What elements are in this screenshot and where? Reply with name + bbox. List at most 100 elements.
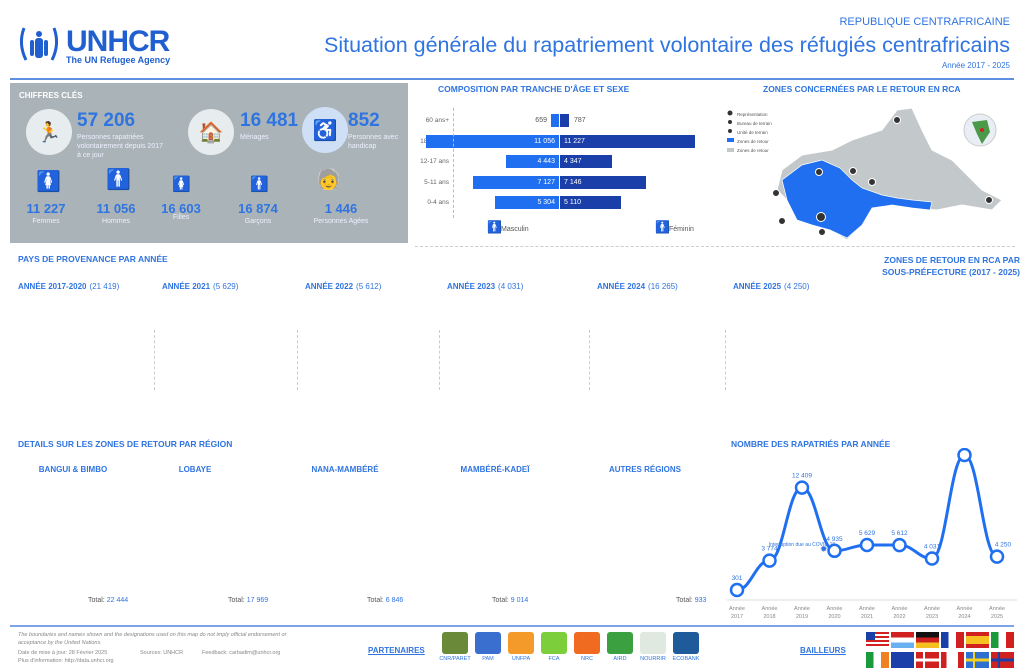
partner-logo-icon xyxy=(673,632,699,654)
unhcr-emblem-icon xyxy=(19,27,59,61)
region-title: MAMBÉRÉ-KADEÏ xyxy=(460,465,530,474)
year-total: (5 612) xyxy=(356,282,382,291)
year-total: (4 031) xyxy=(498,282,524,291)
elderly-label: Personnes Agées xyxy=(313,218,369,225)
region-total: Total: 17 969 xyxy=(228,597,268,604)
more-info[interactable]: Plus d'information: http://data.unhcr.or… xyxy=(18,658,114,664)
partner-logo-icon xyxy=(475,632,501,654)
header-divider xyxy=(10,78,1014,80)
data-label: 5 612 xyxy=(891,530,908,537)
map-legend xyxy=(727,110,734,152)
data-point xyxy=(859,537,875,553)
legend-representation: Représentation xyxy=(737,112,768,117)
wheelchair-icon: ♿ xyxy=(302,107,348,153)
partner-name: FCA xyxy=(548,656,560,662)
households-value: 16 481 xyxy=(240,110,299,131)
disclaimer: The boundaries and names shown and the d… xyxy=(18,632,287,646)
data-label: 12 409 xyxy=(792,473,812,480)
female-value: 787 xyxy=(574,117,586,124)
data-label: 5 629 xyxy=(859,530,876,537)
page-title: Situation générale du rapatriement volon… xyxy=(323,33,1010,57)
year-total: (5 629) xyxy=(213,282,239,291)
region-title: LOBAYE xyxy=(178,465,212,474)
region-total: Total: 9 014 xyxy=(492,597,528,604)
data-point xyxy=(957,448,972,463)
year-label: ANNÉE 2021 xyxy=(162,282,211,291)
data-label: 4 031 xyxy=(924,543,941,550)
regions-title: DETAILS SUR LES ZONES DE RETOUR PAR RÉGI… xyxy=(18,439,233,449)
x-tick-label: 2022 xyxy=(893,614,905,620)
year-title: ANNÉE 2021 (5 629) xyxy=(162,282,238,291)
male-bar: 659 xyxy=(535,114,559,127)
divider xyxy=(297,330,298,390)
pyramid-title: COMPOSITION PAR TRANCHE D'ÂGE ET SEXE xyxy=(438,84,630,94)
data-label: 4 250 xyxy=(995,542,1012,549)
age-label: 5-11 ans xyxy=(424,178,449,186)
elderly-value: 1 446 xyxy=(324,201,358,216)
female-person-icon: 🚹 xyxy=(655,220,670,234)
elderly-icon: 🧓 xyxy=(316,169,341,191)
year-title: ANNÉE 2023 (4 031) xyxy=(447,282,523,291)
x-tick-label: Année xyxy=(957,606,973,612)
girl-icon: 🚺 xyxy=(172,176,191,193)
partner-nrc: NRC xyxy=(570,632,604,662)
x-tick-label: 2017 xyxy=(731,614,743,620)
covid-annotation: Interruption due au COVID-19 xyxy=(769,542,836,548)
year-title: ANNÉE 2025 (4 250) xyxy=(733,282,809,291)
partner-aird: AIRD xyxy=(603,632,637,662)
legend-field-office: Bureau de terrain xyxy=(737,121,772,126)
male-value: 5 304 xyxy=(537,199,555,206)
man-icon: 🚹 xyxy=(106,169,131,191)
total-label: Total: xyxy=(88,597,105,604)
female-value: 5 110 xyxy=(564,199,581,206)
year-label: ANNÉE 2025 xyxy=(733,282,782,291)
total-value: 6 846 xyxy=(385,597,404,604)
partner-nourrir: NOURRIR xyxy=(636,632,670,662)
series-line xyxy=(736,453,998,592)
female-bar: 5 110 xyxy=(560,196,622,209)
girls-label: Filles xyxy=(172,214,190,221)
legend-field-unit: Unité de terrain xyxy=(737,130,768,135)
partner-name: NRC xyxy=(581,656,593,662)
x-tick-label: 2023 xyxy=(926,614,938,620)
donor-flag-icon xyxy=(966,652,989,668)
divider xyxy=(415,246,1015,247)
pyramid-axis xyxy=(453,108,454,218)
year-label: ANNÉE 2017-2020 xyxy=(18,282,87,291)
age-label: 0-4 ans xyxy=(427,199,449,206)
donor-flag-icon xyxy=(916,632,939,648)
subpref-title: ZONES DE RETOUR EN RCA PAR SOUS-PRÉFECTU… xyxy=(882,255,1020,277)
female-bar: 11 227 xyxy=(560,134,695,148)
feedback[interactable]: Feedback: carbadim@unhcr.org xyxy=(202,650,281,656)
data-point xyxy=(729,582,745,598)
region-title: BANGUI & BIMBO xyxy=(38,465,108,474)
x-tick-label: Année xyxy=(794,606,810,612)
women-label: Femmes xyxy=(32,218,60,225)
map-title: ZONES CONCERNÉES PAR LE RETOUR EN RCA xyxy=(763,84,961,94)
donor-flag-icon xyxy=(991,652,1014,668)
divider xyxy=(10,625,1014,627)
female-value: 7 146 xyxy=(564,178,582,186)
region-total: Total: 933 xyxy=(676,597,706,604)
legend-return-zones: Zones de retour xyxy=(737,139,769,144)
divider xyxy=(154,330,155,390)
sources: Sources: UNHCR xyxy=(140,650,184,656)
country-label: REPUBLIQUE CENTRAFRICAINE xyxy=(839,16,1010,28)
x-tick-label: Année xyxy=(762,606,778,612)
male-value: 7 127 xyxy=(537,178,555,186)
households-label: Ménages xyxy=(240,134,269,141)
year-title: ANNÉE 2024 (16 265) xyxy=(597,282,678,291)
female-value: 4 347 xyxy=(564,158,582,165)
female-legend-label: Féminin xyxy=(669,226,694,233)
year-title: ANNÉE 2017-2020 (21 419) xyxy=(18,282,119,291)
partner-name: CNR/PARET xyxy=(439,656,471,662)
donor-flag-icon xyxy=(866,652,889,668)
total-label: Total: xyxy=(367,597,384,604)
x-tick-label: Année xyxy=(729,606,745,612)
woman-icon: 🚺 xyxy=(36,171,61,193)
returnee-icon: 🏃 xyxy=(26,109,72,155)
legend-other-zones: Zones de retour xyxy=(737,148,769,153)
x-tick-label: 2021 xyxy=(861,614,873,620)
returnees-per-year-chart: 301 Année 2017 3 774 Année 2018 12 409 Année 201… xyxy=(727,448,1017,620)
